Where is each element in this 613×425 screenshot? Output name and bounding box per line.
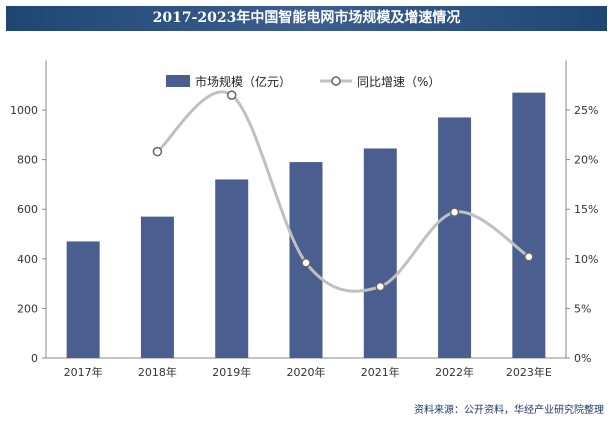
bar-market-size-2 <box>140 216 174 358</box>
chart-title: 2017-2023年中国智能电网市场规模及增速情况 <box>152 10 461 26</box>
right-tick-label: 5% <box>574 302 591 315</box>
left-tick-label: 0 <box>31 352 38 365</box>
x-tick-label: 2022年 <box>435 365 474 379</box>
bar-market-size-1 <box>66 241 100 358</box>
right-tick-label: 25% <box>574 104 598 117</box>
left-tick-label: 400 <box>17 253 38 266</box>
bar-line-chart: 0 200 400 600 800 1000 0% 5% 10% 15% 20% 25% 2017年 20… <box>10 60 598 379</box>
legend-marker-growth-rate <box>331 76 341 86</box>
bar-market-size-6 <box>438 117 472 358</box>
left-tick-label: 600 <box>17 203 38 216</box>
growth-rate-point-6 <box>524 252 534 262</box>
x-tick-label: 2021年 <box>361 365 400 379</box>
x-tick-label: 2020年 <box>287 365 326 379</box>
x-tick-label: 2019年 <box>212 365 251 379</box>
left-tick-label: 800 <box>17 154 38 167</box>
left-tick-label: 1000 <box>10 104 38 117</box>
source-note: 资料来源：公开资料，华经产业研究院整理 <box>414 405 604 416</box>
right-tick-label: 10% <box>574 253 598 266</box>
growth-rate-line <box>156 90 530 293</box>
growth-rate-point-1 <box>152 146 163 157</box>
growth-rate-point-4 <box>375 281 386 292</box>
x-tick-label: 2023年E <box>506 365 552 379</box>
bar-market-size-7 <box>512 92 546 358</box>
legend-label-market-size: 市场规模（亿元） <box>195 74 291 89</box>
x-tick-label: 2018年 <box>138 365 177 379</box>
x-tick-label: 2017年 <box>64 365 103 379</box>
right-tick-label: 0% <box>574 352 591 365</box>
legend-swatch-market-size <box>166 75 190 87</box>
bar-market-size-5 <box>363 148 397 358</box>
right-tick-label: 20% <box>574 154 598 167</box>
left-tick-label: 200 <box>17 302 38 315</box>
growth-rate-point-3 <box>301 258 311 268</box>
legend-label-growth-rate: 同比增速（%） <box>357 75 440 89</box>
growth-rate-point-2 <box>226 90 237 100</box>
growth-rate-point-5 <box>449 207 460 217</box>
title-bar: 2017-2023年中国智能电网市场规模及增速情况 <box>6 6 607 31</box>
bar-market-size-3 <box>215 179 249 358</box>
right-tick-label: 15% <box>574 203 598 216</box>
